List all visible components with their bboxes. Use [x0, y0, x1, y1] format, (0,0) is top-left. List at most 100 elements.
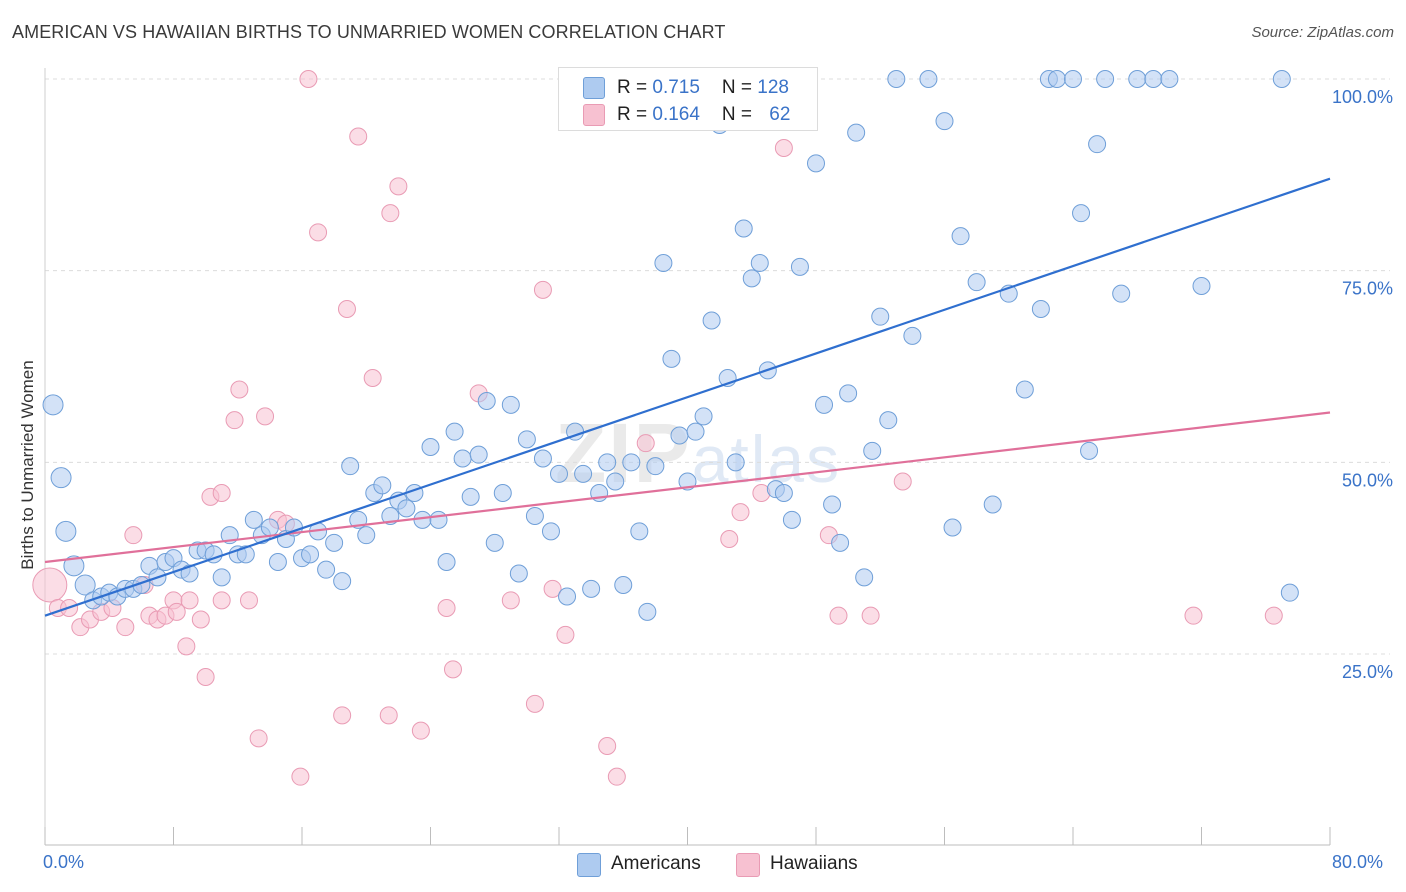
- americans-point: [429, 510, 448, 529]
- americans-point: [943, 518, 962, 537]
- americans-points: [42, 70, 1299, 621]
- hawaiians-point: [829, 606, 848, 625]
- americans-point: [702, 311, 721, 330]
- hawaiians-point: [1184, 606, 1203, 625]
- americans-r-value: 0.715: [652, 77, 700, 98]
- hawaiians-point: [525, 694, 544, 713]
- americans-point: [525, 507, 544, 525]
- hawaiians-point: [381, 204, 400, 223]
- hawaiians-legend-label: Hawaiians: [770, 853, 858, 874]
- hawaiians-point: [124, 526, 143, 545]
- series-legend: Americans Hawaiians: [0, 852, 1406, 877]
- y-tick-label: 25.0%: [1342, 662, 1393, 682]
- hawaiians-point: [249, 729, 268, 748]
- hawaiians-point: [32, 567, 68, 603]
- americans-point: [1015, 380, 1034, 399]
- americans-point: [325, 533, 344, 552]
- americans-point: [638, 602, 657, 621]
- source-note: Source: ZipAtlas.com: [1251, 24, 1394, 41]
- americans-point: [493, 484, 512, 502]
- americans-point: [1192, 277, 1211, 295]
- americans-point: [517, 430, 536, 449]
- americans-point: [1096, 70, 1115, 88]
- gridlines: [45, 78, 1390, 655]
- americans-point: [541, 522, 560, 541]
- americans-n-label: N =: [721, 77, 758, 98]
- hawaiians-points: [32, 70, 1283, 786]
- americans-point: [983, 495, 1002, 514]
- americans-point: [260, 518, 279, 537]
- hawaiians-r-label: R =: [617, 104, 653, 125]
- hawaiians-point: [556, 625, 575, 644]
- hawaiians-trend-line: [44, 411, 1331, 564]
- axes: [44, 68, 1331, 846]
- hawaiians-point: [333, 706, 352, 725]
- americans-point: [1072, 204, 1091, 223]
- americans-point: [863, 441, 882, 460]
- americans-point: [839, 384, 858, 403]
- hawaiians-n-label: N =: [721, 104, 758, 125]
- americans-point: [317, 560, 336, 579]
- americans-point: [662, 349, 681, 368]
- americans-point: [598, 453, 617, 472]
- americans-point: [42, 394, 64, 416]
- americans-point: [879, 411, 898, 430]
- americans-point: [654, 254, 673, 272]
- americans-point: [774, 484, 793, 502]
- americans-point: [63, 555, 85, 577]
- americans-point: [614, 576, 633, 594]
- americans-trend-line: [44, 177, 1331, 617]
- americans-point: [815, 395, 834, 414]
- americans-point: [823, 495, 842, 514]
- hawaiians-point: [180, 591, 199, 610]
- hawaiians-point: [893, 472, 912, 491]
- americans-swatch: [583, 77, 605, 99]
- americans-point: [341, 457, 360, 476]
- americans-point: [847, 123, 866, 142]
- hawaiians-point: [291, 767, 310, 786]
- americans-r-label: R =: [617, 77, 653, 98]
- y-tick-label: 100.0%: [1332, 87, 1393, 107]
- x-tick-max: 80.0%: [1332, 852, 1384, 872]
- americans-point: [951, 227, 970, 246]
- americans-point: [437, 553, 456, 571]
- hawaiians-point: [177, 637, 196, 656]
- americans-point: [782, 510, 801, 529]
- americans-point: [807, 154, 825, 173]
- hawaiians-point: [636, 434, 655, 453]
- americans-point: [1088, 135, 1107, 154]
- americans-point: [558, 587, 577, 606]
- americans-point: [1064, 70, 1082, 88]
- americans-point: [726, 453, 745, 472]
- americans-point: [550, 464, 568, 483]
- americans-point: [694, 407, 713, 426]
- americans-point: [357, 526, 376, 545]
- hawaiians-r-value: 0.164: [652, 104, 700, 125]
- hawaiians-point: [349, 127, 368, 146]
- americans-point: [1128, 70, 1147, 88]
- americans-point: [887, 70, 906, 88]
- americans-point: [582, 579, 601, 598]
- americans-legend-swatch: [577, 853, 601, 877]
- hawaiians-point: [861, 606, 880, 625]
- y-tick-labels: 25.0% 50.0% 75.0% 100.0%: [1332, 87, 1393, 682]
- hawaiians-point: [167, 602, 186, 621]
- americans-point: [606, 472, 625, 491]
- americans-point: [670, 426, 689, 445]
- americans-stats: R = 0.715 N = 128: [617, 77, 789, 99]
- hawaiians-legend-swatch: [736, 853, 760, 877]
- hawaiians-point: [437, 599, 456, 617]
- americans-point: [622, 453, 641, 472]
- hawaiians-point: [411, 721, 430, 740]
- americans-point: [461, 487, 480, 506]
- hawaiians-point: [389, 177, 408, 196]
- americans-point: [935, 112, 954, 131]
- hawaiians-point: [731, 503, 750, 522]
- americans-point: [236, 545, 255, 564]
- americans-point: [855, 568, 874, 587]
- americans-point: [734, 219, 753, 238]
- americans-n-value: 128: [757, 77, 789, 98]
- hawaiians-point: [598, 737, 617, 755]
- americans-point: [501, 395, 520, 414]
